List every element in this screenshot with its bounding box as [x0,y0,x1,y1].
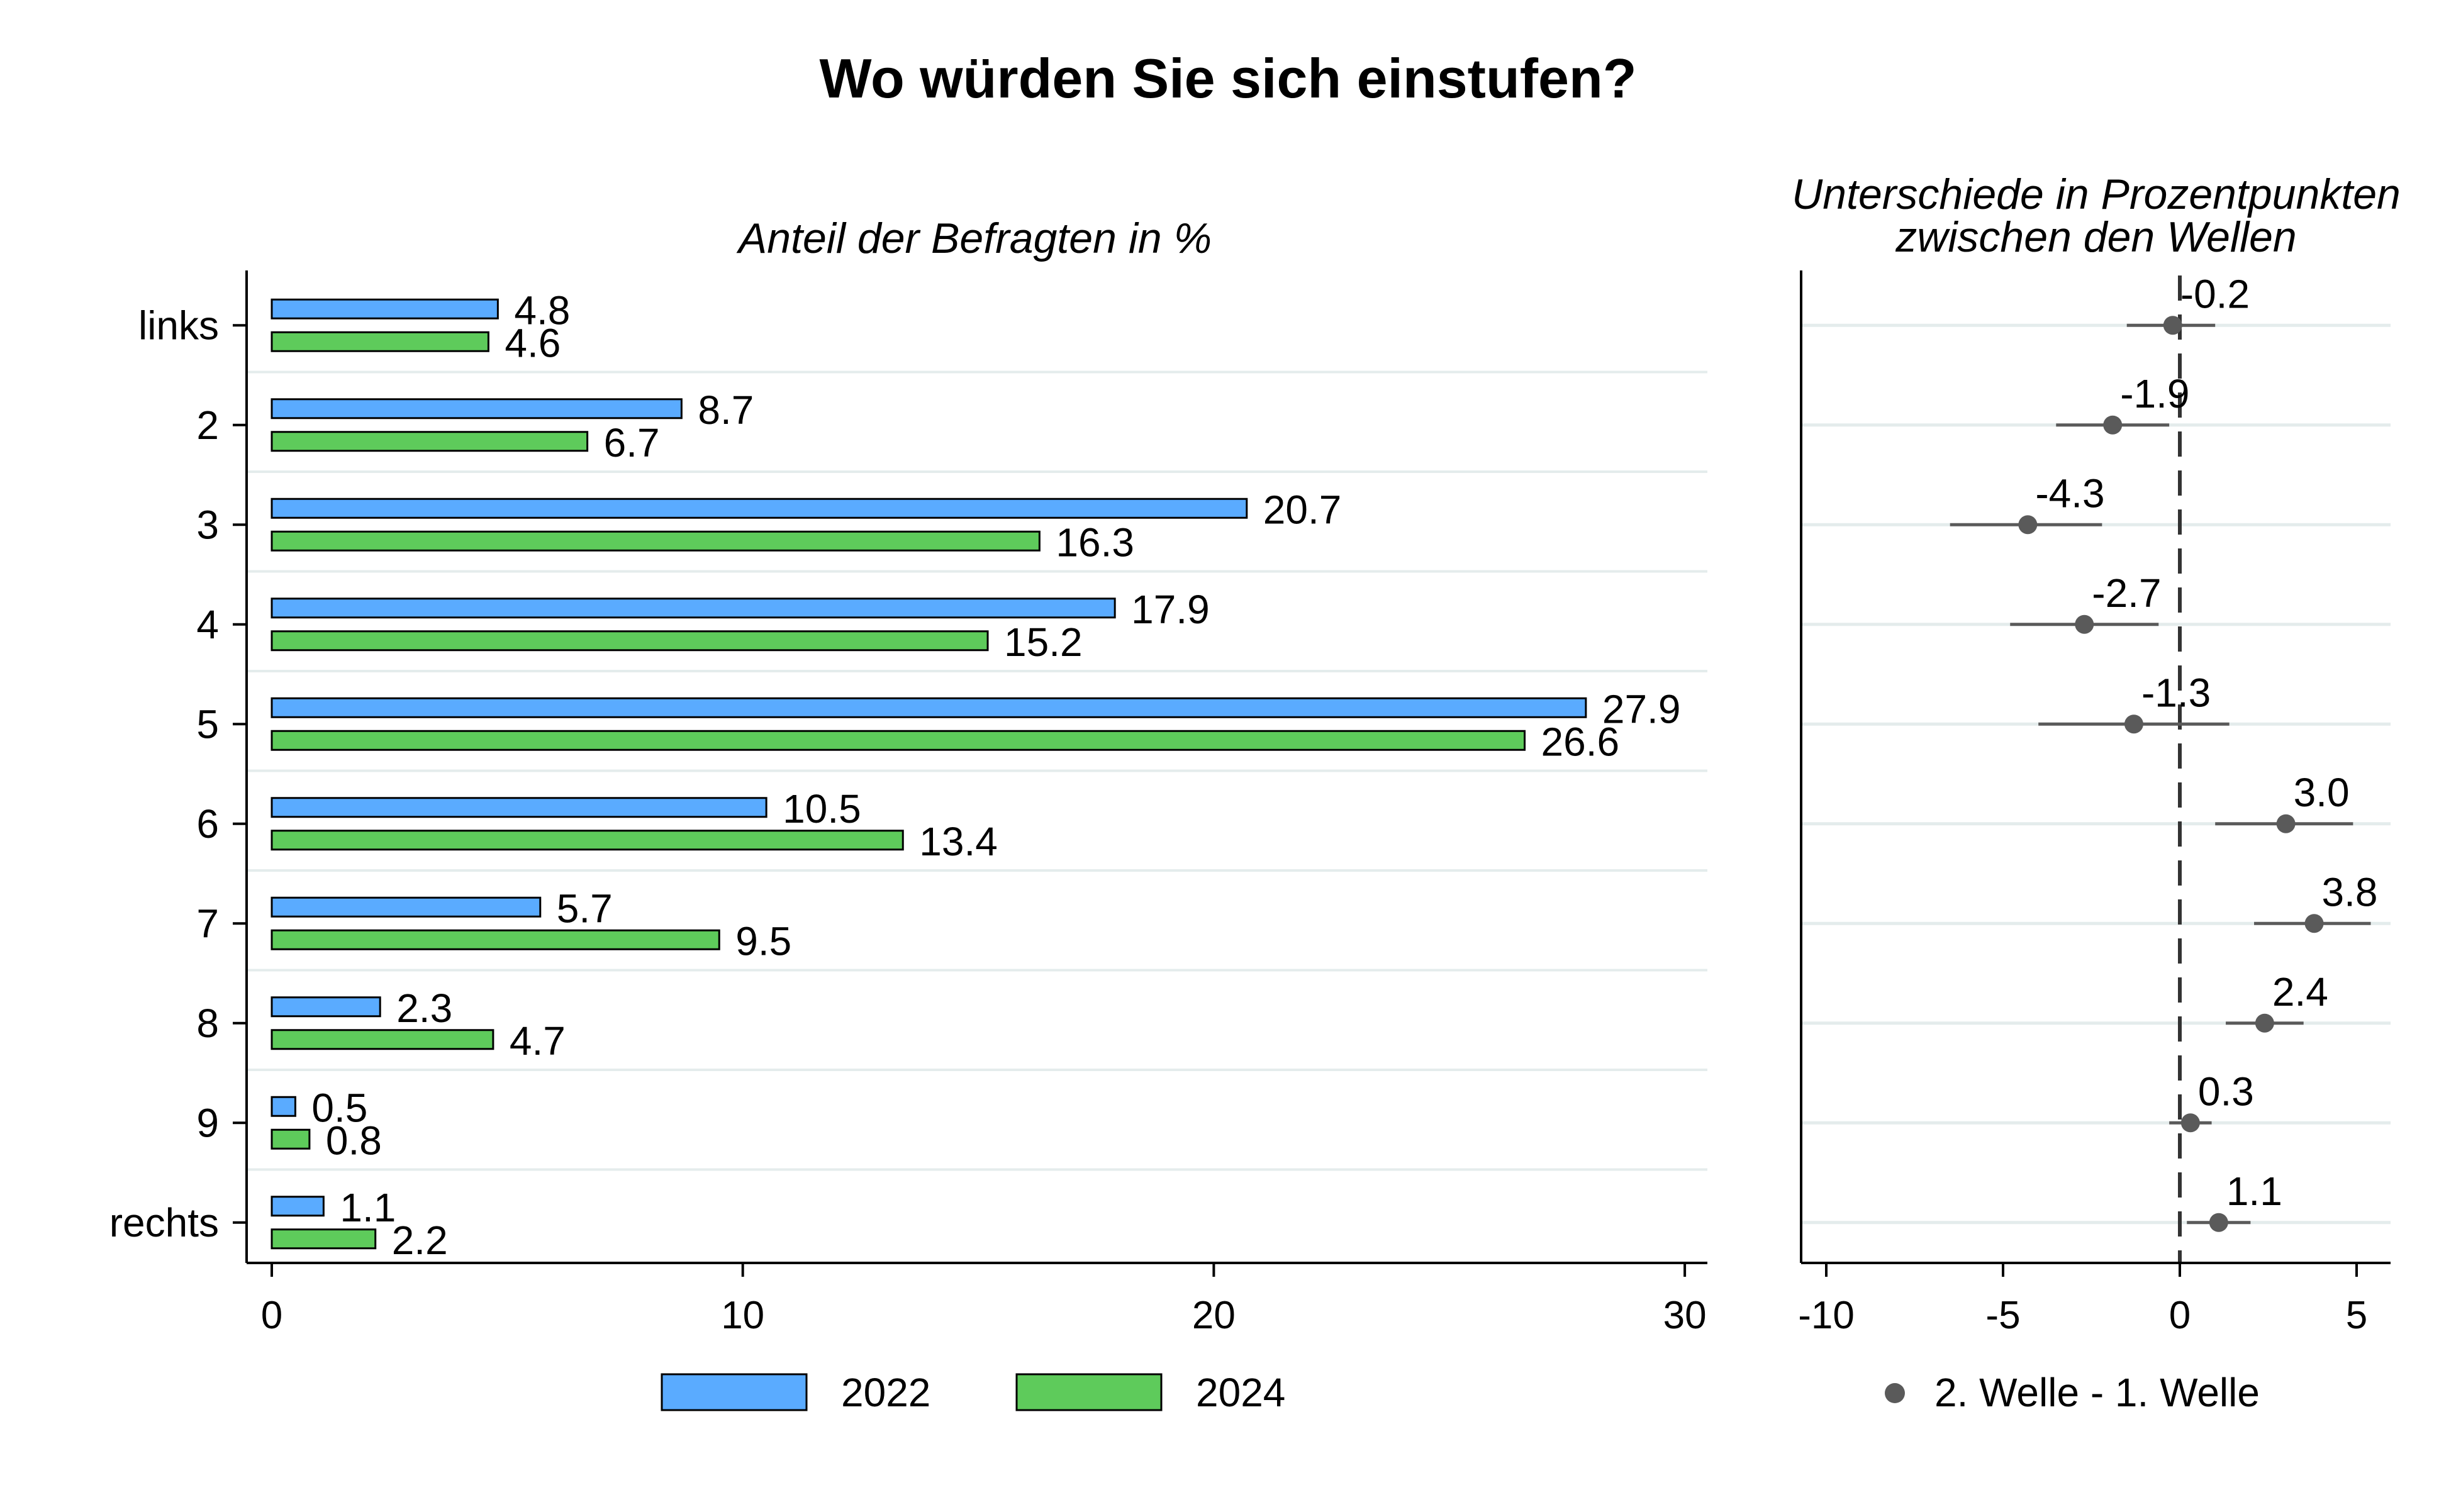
bar-label-2024-4: 15.2 [1004,620,1083,665]
bar-2022-3 [271,498,1248,519]
left-x-tick-label: 20 [1192,1294,1236,1337]
bar-label-2022-3: 20.7 [1263,487,1342,532]
bar-2024-links [271,331,489,352]
diff-point-6 [2276,814,2296,833]
diff-label-2: -1.9 [2120,371,2189,416]
right-panel-title-line-2: zwischen den Wellen [1895,213,2297,261]
bar-2022-5 [271,697,1587,718]
bar-2024-6 [271,830,904,851]
left-panel-title: Anteil der Befragten in % [736,214,1212,262]
bar-2022-6 [271,797,767,818]
diff-point-3 [2018,515,2038,535]
legend-label-2024: 2024 [1196,1370,1285,1415]
bar-2024-4 [271,630,989,652]
bar-label-2022-5: 27.9 [1602,686,1681,731]
bar-label-2024-8: 4.7 [510,1018,566,1064]
diff-label-links: -0.2 [2180,271,2250,316]
left-panel-bar-chart: Anteil der Befragten in % 4.84.68.76.720… [109,214,1707,1337]
left-bars: 4.84.6 8.7 6.7 20.7 16.3 17.9 15.2 27.926.6 10.5… [271,287,1681,1263]
right-legend: 2. Welle - 1. Welle [1885,1370,2260,1415]
diff-label-rechts: 1.1 [2226,1169,2282,1214]
left-gridlines [247,370,1707,1171]
right-points: -0.2 -1.9 -4.3 -2.7 -1.3 3.0 3.8 2.4 0.3 1.1 [1950,271,2378,1232]
left-legend: 2022 2024 [661,1370,1285,1415]
bar-label-2022-6: 10.5 [783,786,861,831]
left-axes: links 2 3 4 5 6 7 8 9 rechts 0 10 20 30 [109,270,1707,1337]
bar-label-2022-8: 2.3 [396,986,452,1031]
bar-2024-rechts [271,1228,377,1250]
diff-point-8 [2255,1013,2274,1033]
bar-2024-5 [271,730,1526,751]
right-panel-title-line-1: Unterschiede in Prozentpunkten [1792,170,2401,218]
diff-label-4: -2.7 [2092,570,2161,616]
diff-point-links [2163,316,2182,335]
bar-2022-9 [271,1096,296,1117]
category-label-8: 8 [196,1001,219,1046]
legend-swatch-2022 [661,1373,808,1411]
bar-label-2022-links: 4.8 [514,287,570,333]
diff-label-3: -4.3 [2035,470,2104,516]
category-label-6: 6 [196,801,219,847]
diff-label-7: 3.8 [2322,869,2378,914]
diff-label-5: -1.3 [2141,670,2211,715]
category-label-7: 7 [196,901,219,946]
bar-2022-8 [271,996,381,1018]
category-label-rechts: rechts [109,1200,219,1245]
diff-label-6: 3.0 [2294,770,2350,815]
bar-label-2024-3: 16.3 [1056,520,1134,565]
category-label-4: 4 [196,602,219,647]
diff-label-8: 2.4 [2272,969,2328,1014]
bar-label-2022-2: 8.7 [698,387,754,433]
bar-label-2024-links: 4.6 [505,320,561,365]
diff-point-5 [2124,714,2143,734]
left-x-tick-label: 30 [1663,1294,1707,1337]
bar-label-2022-rechts: 1.1 [340,1185,396,1230]
left-x-tick-label: 10 [721,1294,764,1337]
right-x-tick-label: 0 [2169,1294,2191,1337]
bar-label-2024-rechts: 2.2 [392,1218,448,1263]
chart-title: Wo würden Sie sich einstufen? [820,47,1637,109]
legend-label-difference: 2. Welle - 1. Welle [1934,1370,2260,1415]
bar-label-2022-4: 17.9 [1131,587,1210,632]
right-x-tick-label: 5 [2346,1294,2367,1337]
bar-2022-2 [271,398,683,420]
bar-2024-2 [271,431,589,452]
legend-label-2022: 2022 [841,1370,930,1415]
bar-label-2024-2: 6.7 [604,420,660,465]
category-label-5: 5 [196,701,219,747]
category-label-9: 9 [196,1100,219,1145]
bar-label-2024-5: 26.6 [1541,719,1620,764]
category-label-links: links [138,303,219,348]
bar-2024-9 [271,1128,311,1150]
legend-marker-difference [1885,1383,1905,1403]
bar-label-2022-9: 0.5 [311,1085,367,1130]
category-label-3: 3 [196,502,219,547]
diff-point-4 [2075,614,2094,634]
left-x-tick-label: 0 [261,1294,282,1337]
right-x-tick-label: -10 [1798,1294,1855,1337]
bar-2024-3 [271,530,1041,552]
diff-point-7 [2304,914,2324,933]
diff-label-9: 0.3 [2198,1069,2254,1114]
legend-swatch-2024 [1015,1373,1163,1411]
bar-2024-7 [271,929,720,950]
bar-2022-7 [271,896,542,918]
diff-point-9 [2180,1113,2200,1133]
bar-2022-rechts [271,1196,325,1217]
right-panel-difference-plot: Unterschiede in Prozentpunkten zwischen … [1792,170,2401,1337]
diff-point-2 [2103,415,2123,435]
bar-2022-links [271,298,499,320]
bar-label-2024-7: 9.5 [735,918,791,964]
bar-label-2022-7: 5.7 [557,886,613,931]
bar-label-2024-6: 13.4 [919,819,998,864]
diff-point-rechts [2209,1213,2228,1232]
right-axes: -10 -5 0 5 [1798,270,2391,1337]
bar-2022-4 [271,598,1116,619]
right-x-tick-label: -5 [1985,1294,2020,1337]
bar-2024-8 [271,1029,494,1050]
bar-label-2024-9: 0.8 [326,1118,382,1163]
category-label-2: 2 [196,403,219,448]
